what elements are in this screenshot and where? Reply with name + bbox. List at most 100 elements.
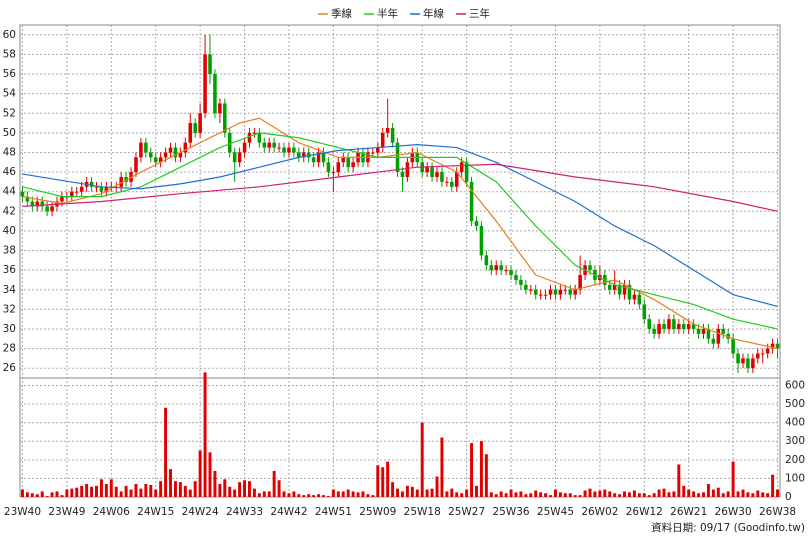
candle-body (193, 123, 197, 133)
volume-bar (213, 470, 217, 497)
x-tick-label: 26W38 (759, 506, 796, 518)
candle-body (514, 275, 518, 280)
volume-bar (144, 483, 148, 497)
candle-body (622, 284, 627, 295)
volume-bar (642, 493, 646, 497)
candle-body (139, 142, 143, 158)
y-tick-label: 50 (3, 127, 16, 139)
candle-body (257, 132, 262, 143)
volume-bar (376, 465, 380, 497)
volume-bar (766, 493, 770, 497)
volume-bar (776, 489, 780, 497)
x-tick-label: 23W49 (48, 506, 85, 518)
candle-body (227, 132, 232, 153)
candle-body (617, 284, 622, 295)
candle-body (450, 181, 454, 187)
volume-bar (657, 489, 661, 497)
candle-body (573, 289, 577, 295)
candle-body (20, 191, 25, 197)
candle-body (509, 270, 513, 276)
candle-body (519, 279, 523, 285)
volume-bar (716, 487, 720, 497)
volume-bar (282, 491, 286, 497)
volume-bar (726, 491, 730, 497)
candle-body (183, 142, 188, 153)
y-tick-label: 26 (3, 362, 17, 374)
candle-body (287, 147, 291, 153)
volume-bar (440, 437, 444, 497)
volume-bar (711, 489, 715, 497)
volume-bar (479, 441, 483, 497)
volume-bar (257, 493, 261, 497)
volume-bar (608, 491, 612, 497)
candle-body (188, 123, 193, 143)
y-tick-label: 60 (3, 29, 16, 41)
candle-body (25, 196, 30, 202)
candle-body (223, 103, 227, 133)
volume-bar (470, 443, 474, 497)
candle-body (696, 328, 701, 334)
candle-body (770, 343, 775, 349)
candle-body (306, 152, 311, 158)
volume-bar (248, 481, 251, 497)
volume-bar (588, 488, 592, 497)
candle-body (553, 289, 558, 295)
y-tick-label: 200 (785, 454, 805, 466)
volume-bar (420, 422, 424, 497)
x-tick-label: 24W24 (182, 506, 219, 518)
candle-body (731, 338, 735, 354)
candle-body (371, 152, 375, 154)
volume-bar (277, 480, 281, 497)
volume-bar (445, 491, 449, 497)
volume-bar (193, 481, 197, 497)
candle-body (677, 324, 681, 329)
volume-bar (672, 491, 676, 497)
candle-body (124, 176, 128, 182)
candle-body (331, 172, 336, 174)
candle-body (642, 304, 647, 320)
candle-body (533, 289, 538, 295)
volume-bar (346, 489, 350, 497)
candle-body (168, 147, 173, 153)
y-tick-label: 600 (785, 379, 805, 391)
candle-body (647, 319, 651, 329)
candle-body (445, 181, 449, 183)
volume-bar (317, 494, 321, 497)
volume-bar (65, 489, 69, 497)
volume-bar (154, 489, 158, 497)
y-tick-label: 300 (785, 435, 805, 447)
volume-bar (391, 482, 395, 497)
volume-bar (652, 493, 656, 497)
y-tick-label: 34 (3, 284, 17, 296)
y-tick-label: 46 (3, 166, 17, 178)
y-tick-label: 44 (3, 186, 17, 198)
volume-bar (430, 488, 434, 497)
volume-bar (706, 483, 710, 497)
volume-bar (544, 493, 548, 497)
y-tick-label: 52 (3, 107, 16, 119)
volume-bar (203, 372, 207, 497)
candle-body (721, 328, 726, 334)
candle-body (464, 162, 469, 182)
candle-body (489, 265, 494, 271)
volume-bar (114, 486, 118, 497)
candle-body (178, 152, 183, 158)
candle-body (262, 142, 267, 148)
x-tick-label: 25W18 (404, 506, 441, 518)
candle-body (775, 343, 780, 349)
candle-body (558, 289, 563, 295)
candle-body (351, 162, 355, 168)
volume-bar (159, 481, 163, 497)
volume-bar (85, 483, 89, 497)
candle-body (213, 74, 217, 114)
candle-body (612, 284, 617, 290)
volume-bar (80, 485, 84, 497)
volume-bar (662, 488, 666, 497)
volume-bar (55, 491, 59, 497)
candle-body (405, 162, 410, 177)
candle-body (326, 162, 331, 173)
candle-body (163, 152, 168, 158)
volume-bar (287, 493, 291, 497)
volume-bar (149, 484, 153, 497)
